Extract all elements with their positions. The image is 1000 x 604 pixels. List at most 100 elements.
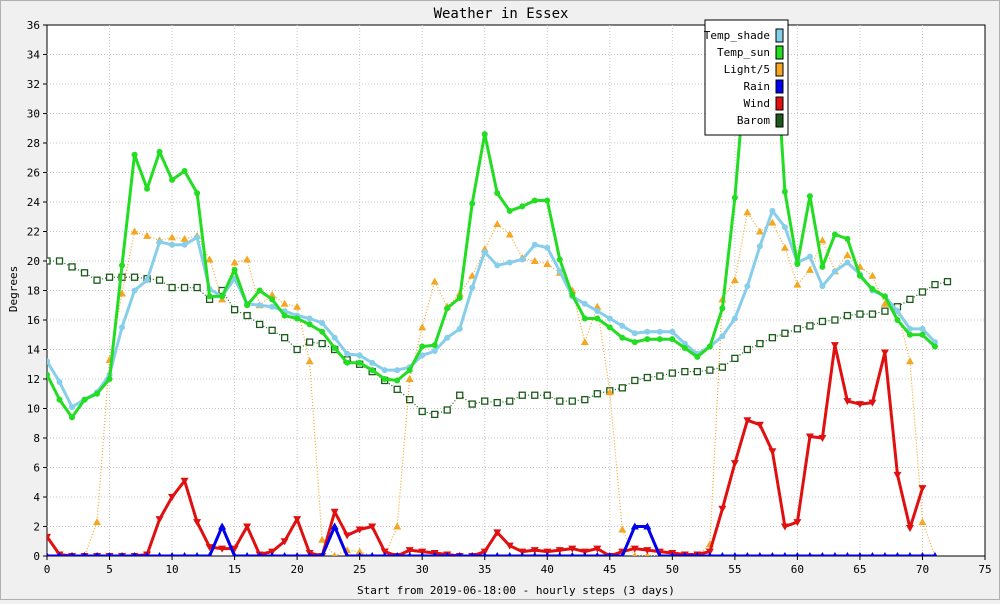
data-point-temp-sun <box>556 256 563 263</box>
legend-label-barom: Barom <box>737 114 770 127</box>
data-point-light-5 <box>243 255 252 263</box>
data-point-temp-sun <box>369 367 376 374</box>
x-tick-label: 10 <box>165 563 178 576</box>
data-point-temp-sun <box>431 342 438 349</box>
data-point-temp-shade <box>494 262 501 269</box>
data-point-temp-shade <box>606 315 613 322</box>
data-point-rain <box>157 552 162 556</box>
data-point-temp-sun <box>781 188 788 195</box>
data-point-wind <box>755 421 764 429</box>
data-point-barom <box>631 376 639 385</box>
data-point-rain <box>770 552 775 556</box>
data-point-wind <box>205 544 214 552</box>
data-point-temp-shade <box>131 287 138 294</box>
data-point-barom <box>818 317 827 326</box>
data-point-wind <box>905 524 914 532</box>
data-point-light-5 <box>843 251 852 259</box>
data-point-temp-shade <box>594 308 601 315</box>
data-point-temp-shade <box>906 325 913 332</box>
data-point-temp-sun <box>881 293 888 300</box>
data-point-barom <box>856 310 864 318</box>
data-point-temp-shade <box>181 241 188 248</box>
data-point-rain <box>169 552 175 556</box>
legend-label-wind: Wind <box>744 97 771 110</box>
y-tick-label: 30 <box>27 108 40 121</box>
data-point-temp-shade <box>581 300 588 307</box>
y-axis-label: Degrees <box>7 266 20 312</box>
data-point-light-5 <box>505 230 514 238</box>
x-axis-label: Start from 2019-06-18:00 - hourly steps … <box>357 584 675 597</box>
data-point-barom <box>881 307 889 315</box>
data-point-rain <box>469 552 475 556</box>
data-point-wind <box>168 494 177 501</box>
data-point-wind <box>843 398 852 406</box>
data-point-rain <box>344 552 350 556</box>
data-point-rain <box>57 552 62 556</box>
data-point-temp-sun <box>906 331 913 338</box>
data-point-barom <box>468 400 476 408</box>
data-point-temp-shade <box>644 328 651 335</box>
data-point-temp-sun <box>606 324 613 331</box>
data-point-temp-shade <box>544 244 551 251</box>
data-point-light-5 <box>818 236 827 244</box>
y-tick-label: 34 <box>27 49 41 62</box>
data-point-temp-sun <box>306 321 313 328</box>
data-point-temp-sun <box>719 305 726 312</box>
y-tick-label: 16 <box>27 314 40 327</box>
data-point-temp-sun <box>219 293 226 300</box>
data-point-temp-shade <box>369 359 376 366</box>
data-point-temp-shade <box>556 268 563 275</box>
data-point-wind <box>180 477 189 485</box>
data-point-rain <box>532 552 538 556</box>
y-tick-label: 26 <box>27 167 40 180</box>
data-point-wind <box>47 533 51 541</box>
data-point-barom <box>518 391 526 399</box>
data-point-temp-shade <box>256 302 263 309</box>
data-point-rain <box>507 552 513 556</box>
data-point-rain <box>407 552 412 556</box>
y-tick-label: 10 <box>27 403 40 416</box>
data-point-barom <box>55 257 64 265</box>
data-point-rain <box>519 552 525 556</box>
data-point-rain <box>607 552 613 556</box>
data-point-rain <box>832 552 838 556</box>
x-tick-label: 50 <box>666 563 679 576</box>
data-point-temp-sun <box>519 203 526 210</box>
x-tick-label: 65 <box>853 563 866 576</box>
data-point-wind <box>343 532 352 540</box>
data-point-temp-sun <box>56 396 63 403</box>
data-point-temp-sun <box>331 345 338 352</box>
data-point-temp-sun <box>619 334 626 341</box>
data-point-temp-sun <box>681 345 688 352</box>
series-wind <box>47 342 927 556</box>
data-point-barom <box>318 339 326 348</box>
data-point-rain <box>920 552 925 556</box>
data-point-temp-shade <box>356 352 363 359</box>
data-point-temp-sun <box>344 359 351 366</box>
data-point-temp-sun <box>594 315 601 322</box>
data-point-wind <box>768 448 777 456</box>
data-point-light-5 <box>468 271 477 279</box>
data-point-temp-sun <box>381 376 388 382</box>
data-point-temp-sun <box>244 302 251 309</box>
y-tick-label: 4 <box>33 491 40 504</box>
data-point-barom <box>456 391 464 399</box>
x-tick-label: 25 <box>353 563 366 576</box>
legend-box <box>704 19 789 136</box>
data-point-light-5 <box>493 220 502 228</box>
data-point-temp-shade <box>394 367 401 374</box>
data-point-rain <box>482 552 488 556</box>
data-point-barom <box>743 345 752 354</box>
data-point-light-5 <box>580 338 589 346</box>
data-point-barom <box>756 339 764 348</box>
data-point-temp-shade <box>144 277 151 284</box>
data-point-barom <box>255 320 264 329</box>
data-point-temp-sun <box>394 377 401 384</box>
data-point-wind <box>830 342 839 350</box>
data-point-wind <box>880 349 889 357</box>
data-point-light-5 <box>355 547 364 555</box>
data-point-temp-sun <box>931 343 938 350</box>
series-rain <box>47 522 938 556</box>
y-tick-label: 12 <box>27 373 40 386</box>
data-point-temp-shade <box>306 315 313 322</box>
